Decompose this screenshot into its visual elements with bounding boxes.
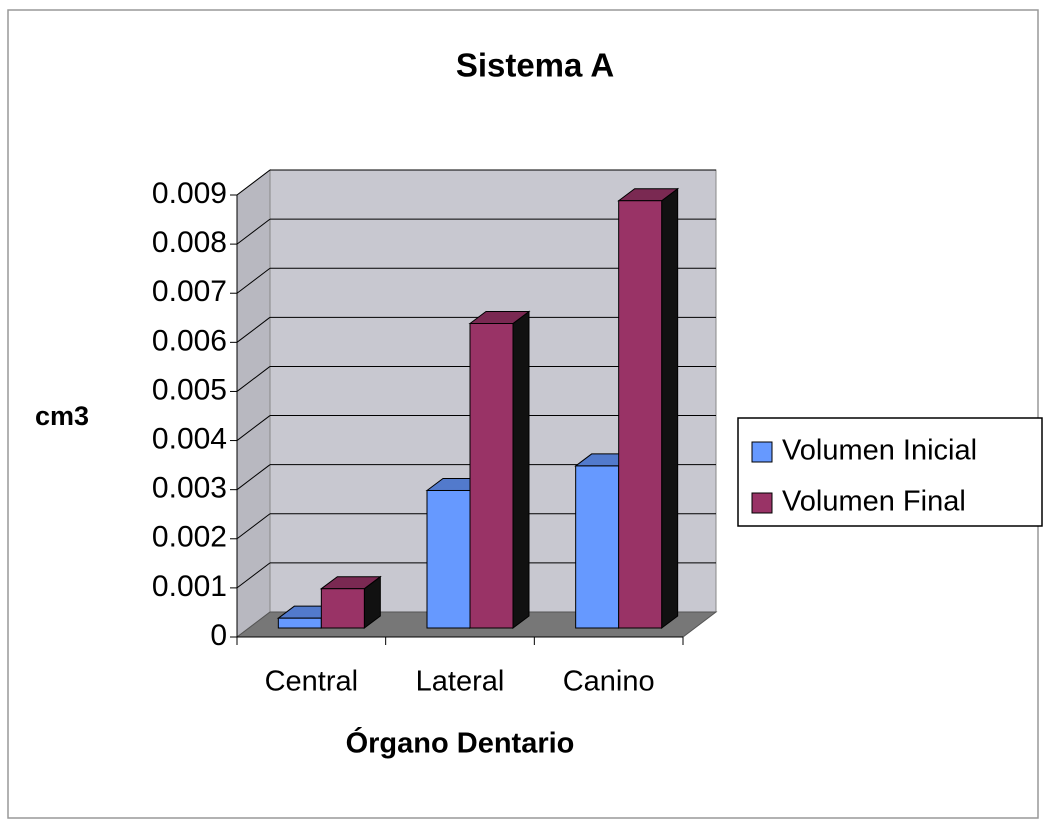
y-tick-label: 0.007 bbox=[152, 275, 227, 308]
grid-line bbox=[236, 169, 271, 196]
legend-label: Volumen Inicial bbox=[782, 435, 977, 467]
x-tick-label: Central bbox=[265, 666, 359, 698]
legend-swatch bbox=[751, 492, 773, 514]
x-axis-label: Órgano Dentario bbox=[346, 726, 575, 760]
grid-line bbox=[236, 218, 271, 245]
grid-line bbox=[236, 562, 271, 589]
grid-line bbox=[236, 366, 271, 392]
y-tick-label: 0.005 bbox=[152, 373, 227, 406]
legend-box bbox=[737, 417, 1043, 527]
y-tick-label: 0.009 bbox=[152, 177, 227, 210]
grid-line bbox=[236, 267, 271, 294]
y-tick-label: 0 bbox=[210, 619, 227, 652]
grid-line bbox=[236, 513, 271, 540]
y-tick-label: 0.008 bbox=[152, 226, 227, 259]
legend-label: Volumen Final bbox=[782, 486, 966, 518]
grid-line bbox=[236, 415, 271, 441]
grid-line bbox=[236, 316, 271, 343]
chart-title: Sistema A bbox=[456, 47, 614, 84]
bar bbox=[277, 617, 322, 629]
y-tick-label: 0.006 bbox=[152, 324, 227, 357]
grid-line bbox=[236, 464, 271, 491]
bar bbox=[618, 200, 663, 629]
y-tick-label: 0.002 bbox=[152, 521, 227, 554]
bar bbox=[320, 588, 365, 629]
bar-side bbox=[512, 310, 530, 629]
bar-side bbox=[661, 187, 679, 629]
y-tick-label: 0.004 bbox=[152, 422, 227, 455]
legend-swatch bbox=[751, 441, 773, 463]
x-tick-label: Canino bbox=[563, 666, 655, 698]
bar bbox=[426, 489, 471, 629]
bar bbox=[575, 465, 620, 629]
bar bbox=[469, 323, 514, 629]
y-tick-label: 0.001 bbox=[152, 570, 227, 603]
x-tick-label: Lateral bbox=[416, 666, 505, 698]
y-axis-label: cm3 bbox=[35, 401, 89, 431]
y-tick-label: 0.003 bbox=[152, 472, 227, 505]
